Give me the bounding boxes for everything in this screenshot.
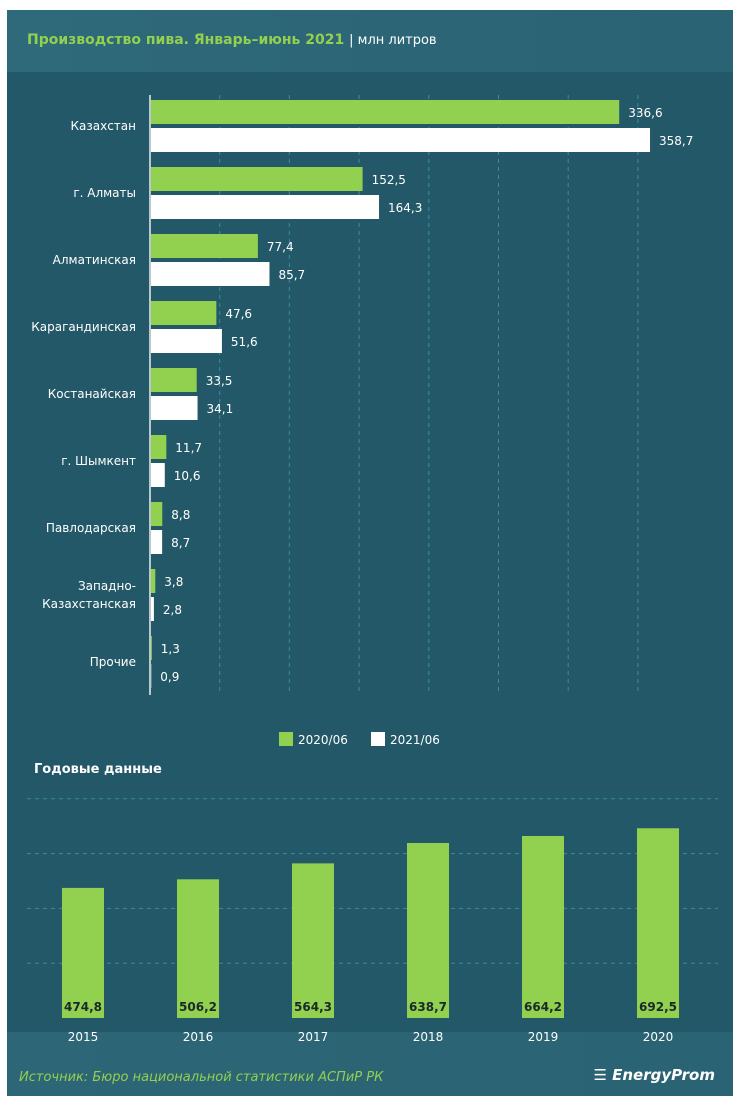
value-label: 34,1 [207, 402, 234, 416]
annual-bar [637, 828, 679, 1018]
bar-2021/06 [150, 463, 165, 487]
bar-2020/06 [150, 368, 197, 392]
value-label: 1,3 [161, 642, 180, 656]
value-label: 33,5 [206, 374, 233, 388]
category-label: Карагандинская [31, 320, 136, 334]
x-tick-label: 2018 [413, 1030, 444, 1044]
category-label: Западно- [78, 579, 136, 593]
category-label: Казахстан [71, 119, 137, 133]
category-label: Алматинская [53, 253, 136, 267]
bar-value-label: 638,7 [409, 1000, 447, 1014]
header: Производство пива. Январь–июнь 2021 | мл… [7, 10, 733, 72]
legend-label: 2020/06 [298, 733, 348, 747]
category-label: Костанайская [48, 387, 136, 401]
annual-chart-title: Годовые данные [34, 762, 162, 777]
x-tick-label: 2016 [183, 1030, 214, 1044]
bar-2020/06 [150, 100, 620, 124]
chart-title: Производство пива. Январь–июнь 2021 | мл… [27, 32, 437, 48]
logo-text: EnergyProm [612, 1066, 715, 1084]
bar-2021/06 [150, 195, 380, 219]
bar-2021/06 [150, 597, 154, 621]
bar-2021/06 [150, 128, 651, 152]
value-label: 152,5 [372, 173, 406, 187]
source-note: Источник: Бюро национальной статистики А… [19, 1070, 384, 1085]
category-label: Прочие [90, 655, 136, 669]
bar-2020/06 [150, 167, 363, 191]
value-label: 85,7 [278, 268, 305, 282]
bar-2020/06 [150, 502, 163, 526]
value-label: 3,8 [164, 575, 183, 589]
value-label: 51,6 [231, 335, 258, 349]
bar-2020/06 [150, 569, 156, 593]
bar-2021/06 [150, 396, 198, 420]
bar-value-label: 564,3 [294, 1000, 332, 1014]
annual-bar [62, 887, 104, 1018]
x-tick-label: 2019 [528, 1030, 559, 1044]
x-tick-label: 2017 [298, 1030, 329, 1044]
value-label: 77,4 [267, 240, 294, 254]
infographic-panel: Производство пива. Январь–июнь 2021 | мл… [7, 10, 733, 1096]
bar-2021/06 [150, 262, 270, 286]
legend-label: 2021/06 [390, 733, 440, 747]
value-label: 2,8 [163, 603, 182, 617]
value-label: 358,7 [659, 134, 693, 148]
bar-value-label: 692,5 [639, 1000, 677, 1014]
x-tick-label: 2020 [643, 1030, 674, 1044]
value-label: 8,8 [171, 508, 190, 522]
value-label: 336,6 [628, 106, 662, 120]
x-tick-label: 2015 [68, 1030, 99, 1044]
footer: Источник: Бюро национальной статистики А… [7, 1032, 733, 1096]
bar-value-label: 506,2 [179, 1000, 217, 1014]
bar-2021/06 [150, 530, 163, 554]
category-label: г. Шымкент [61, 454, 136, 468]
legend-swatch [279, 732, 293, 746]
value-label: 11,7 [175, 441, 202, 455]
annual-bar [407, 842, 449, 1018]
bar-value-label: 664,2 [524, 1000, 562, 1014]
annual-bar [522, 836, 564, 1018]
bar-2020/06 [150, 301, 217, 325]
bar-2020/06 [150, 435, 167, 459]
annual-bar [292, 863, 334, 1018]
value-label: 10,6 [174, 469, 201, 483]
category-label: Казахстанская [42, 597, 136, 611]
category-label: г. Алматы [73, 186, 136, 200]
annual-bar [177, 879, 219, 1018]
units-label: | млн литров [349, 33, 437, 48]
title-text: Производство пива. Январь–июнь 2021 [27, 32, 345, 48]
value-label: 47,6 [225, 307, 252, 321]
category-label: Павлодарская [46, 521, 136, 535]
value-label: 164,3 [388, 201, 422, 215]
value-label: 8,7 [171, 536, 190, 550]
energyprom-logo: ☰ EnergyProm [593, 1066, 715, 1084]
legend-swatch [371, 732, 385, 746]
bar-value-label: 474,8 [64, 1000, 102, 1014]
value-label: 0,9 [160, 670, 179, 684]
bar-2021/06 [150, 329, 222, 353]
bar-2020/06 [150, 234, 258, 258]
